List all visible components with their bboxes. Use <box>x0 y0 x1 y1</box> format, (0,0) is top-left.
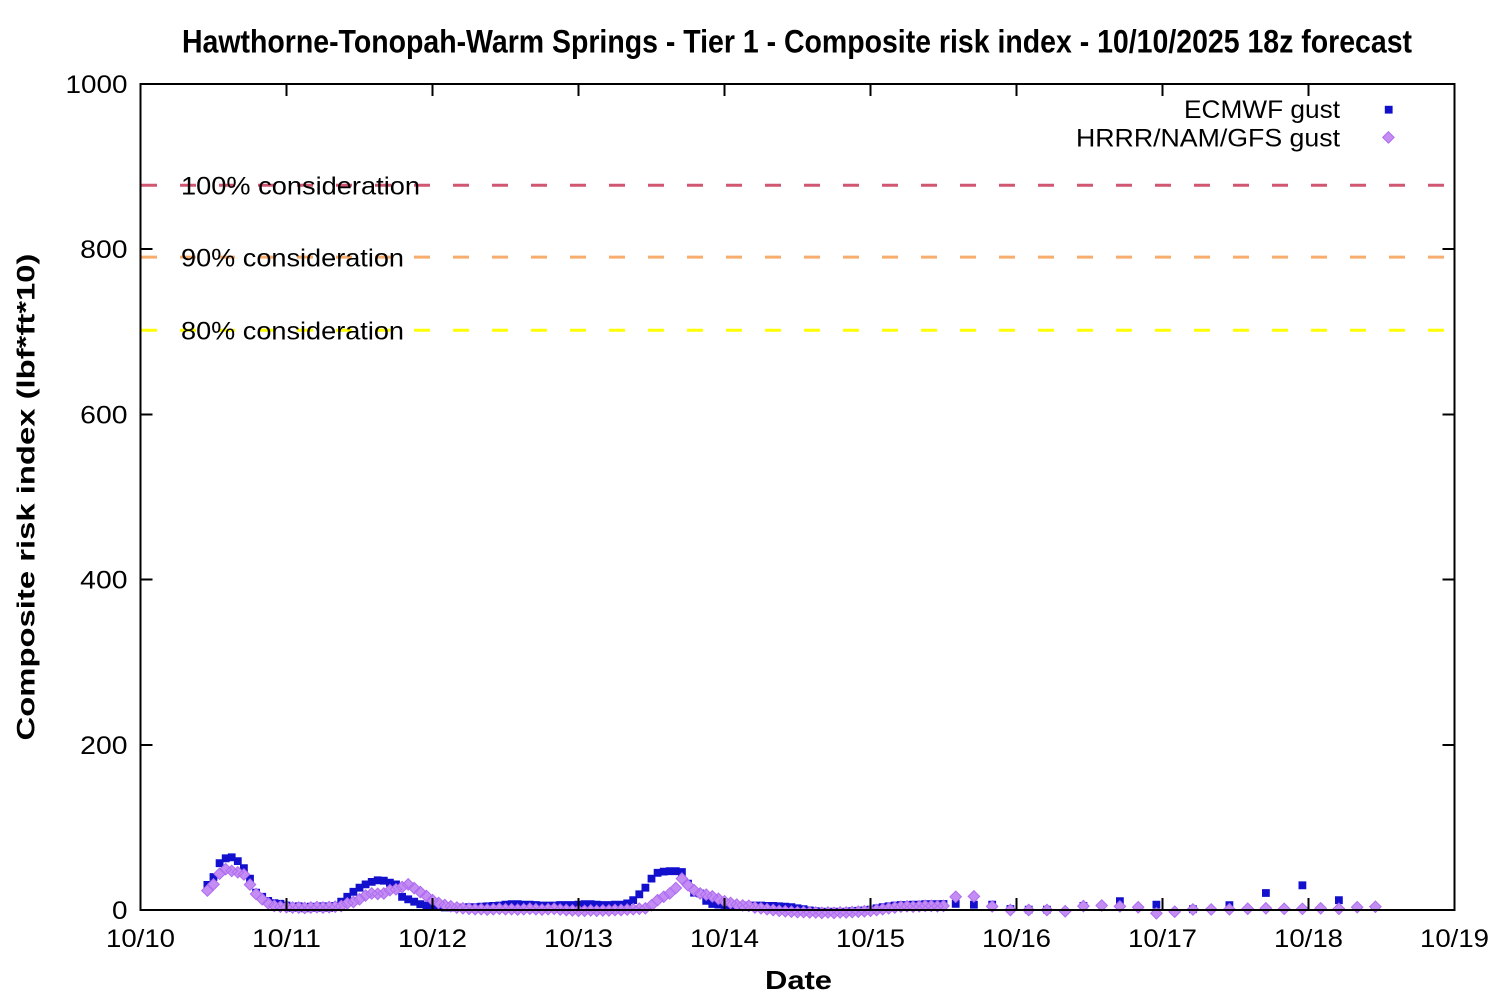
svg-text:Composite risk index (lbf*ft*1: Composite risk index (lbf*ft*10) <box>13 254 41 741</box>
svg-text:400: 400 <box>80 567 127 595</box>
svg-text:10/11: 10/11 <box>252 925 321 953</box>
svg-text:1000: 1000 <box>66 71 128 99</box>
svg-text:90% consideration: 90% consideration <box>181 244 404 272</box>
svg-text:10/14: 10/14 <box>690 925 759 953</box>
svg-text:Date: Date <box>765 965 832 995</box>
svg-text:0: 0 <box>112 897 128 925</box>
svg-text:600: 600 <box>80 401 127 429</box>
svg-text:200: 200 <box>80 732 127 760</box>
svg-text:100% consideration: 100% consideration <box>181 173 420 201</box>
svg-text:10/13: 10/13 <box>544 925 613 953</box>
svg-text:HRRR/NAM/GFS gust: HRRR/NAM/GFS gust <box>1076 125 1340 153</box>
svg-text:Hawthorne-Tonopah-Warm Springs: Hawthorne-Tonopah-Warm Springs - Tier 1 … <box>182 24 1412 60</box>
svg-text:10/16: 10/16 <box>982 925 1051 953</box>
svg-text:ECMWF gust: ECMWF gust <box>1184 96 1340 124</box>
svg-text:800: 800 <box>80 236 127 264</box>
svg-text:80% consideration: 80% consideration <box>181 318 404 346</box>
svg-text:10/15: 10/15 <box>836 925 905 953</box>
svg-text:10/18: 10/18 <box>1274 925 1343 953</box>
svg-text:10/17: 10/17 <box>1128 925 1197 953</box>
svg-text:10/10: 10/10 <box>106 925 175 953</box>
svg-text:10/12: 10/12 <box>398 925 467 953</box>
svg-text:10/19: 10/19 <box>1420 925 1489 953</box>
